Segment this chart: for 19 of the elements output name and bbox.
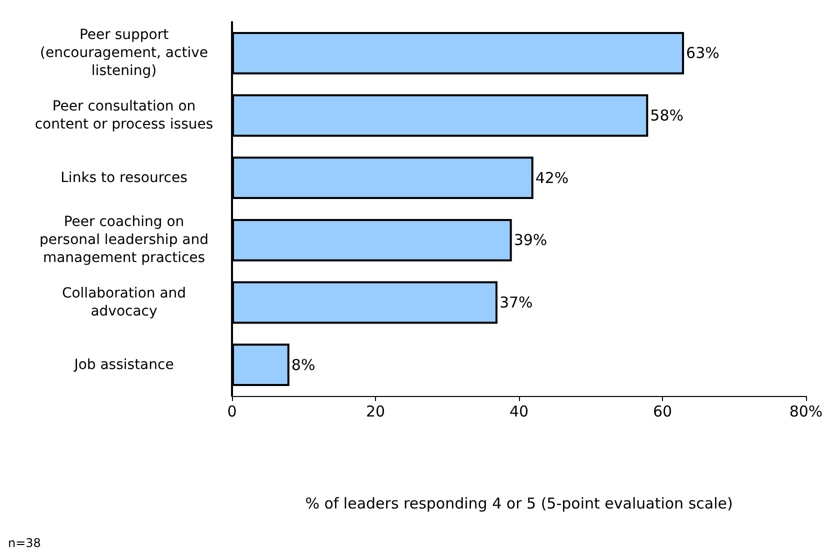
data-label: 8% — [291, 356, 316, 374]
data-label: 63% — [686, 44, 720, 62]
y-tick-label: Job assistance — [73, 356, 174, 373]
x-tick-label: 60 — [652, 402, 672, 420]
data-label: 42% — [535, 168, 569, 187]
data-label: 37% — [499, 294, 533, 312]
x-tick-label: 80% — [789, 402, 823, 420]
data-label: 58% — [650, 106, 684, 124]
y-tick-label: Links to resources — [60, 170, 188, 186]
x-axis-title: % of leaders responding 4 or 5 (5-point evaluation scale) — [305, 494, 733, 512]
data-label: 39% — [514, 231, 548, 250]
x-tick-label: 0 — [227, 402, 237, 420]
text: n=38 — [8, 536, 41, 550]
x-tick-label: 40 — [509, 402, 529, 420]
y-tick-label: Peer consultation on content or process issues — [34, 98, 214, 132]
y-tick-label: Peer coaching on personal leadership and management practices — [40, 214, 208, 266]
x-tick-label: 20 — [366, 402, 386, 420]
y-tick-label: Collaboration and advocacy — [62, 286, 186, 320]
y-tick-label: Peer support (encouragement, active listening) — [40, 27, 208, 80]
